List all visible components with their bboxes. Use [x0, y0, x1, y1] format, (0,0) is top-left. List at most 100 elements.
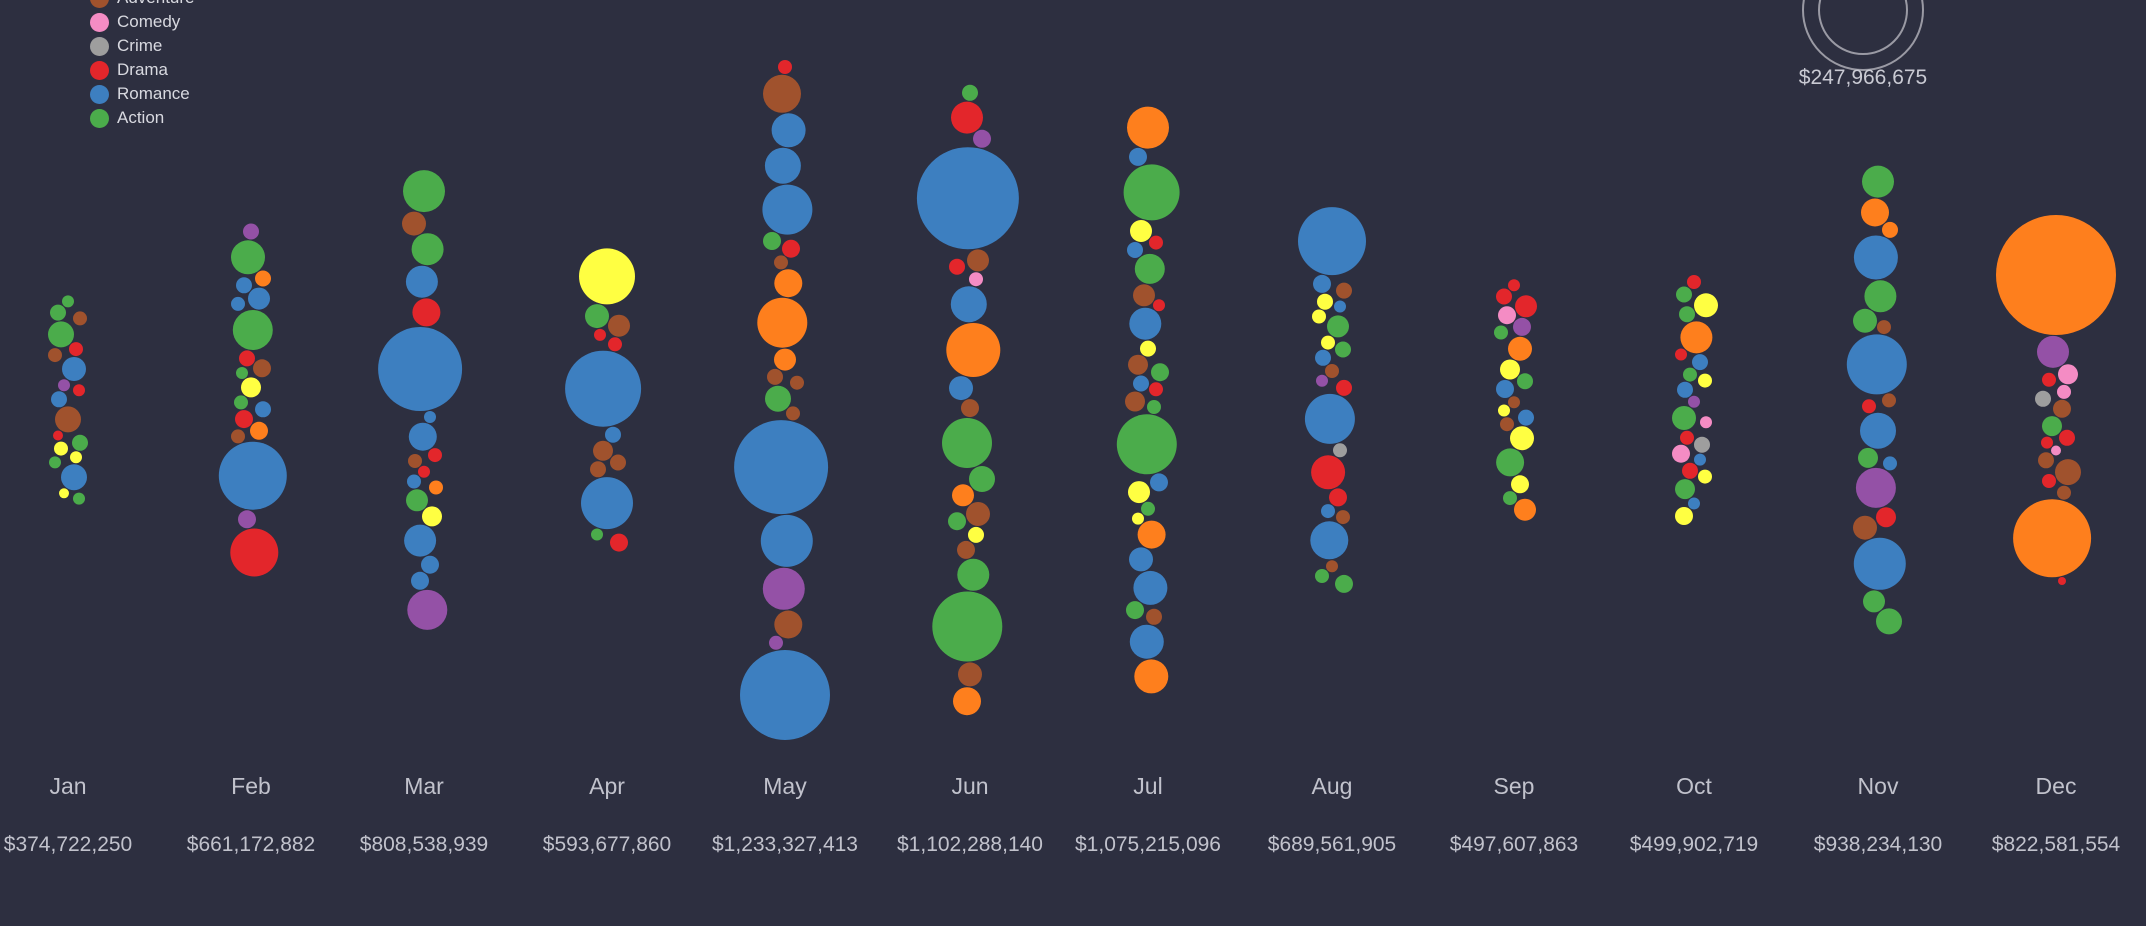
bubble-romance[interactable]: [1127, 242, 1143, 258]
bubble-fantasy[interactable]: [769, 635, 783, 650]
bubble-animation[interactable]: [757, 297, 808, 348]
bubble-adventure[interactable]: [1125, 391, 1145, 412]
bubble-adventure[interactable]: [402, 211, 426, 236]
bubble-adventure[interactable]: [1326, 560, 1338, 573]
bubble-romance[interactable]: [1677, 381, 1693, 398]
bubble-action[interactable]: [1517, 373, 1533, 390]
bubble-action[interactable]: [1679, 306, 1695, 323]
bubble-romance[interactable]: [1129, 147, 1147, 166]
bubble-action[interactable]: [62, 295, 74, 308]
bubble-adventure[interactable]: [767, 368, 783, 385]
bubble-thriller[interactable]: [422, 506, 442, 527]
bubble-romance[interactable]: [1129, 624, 1164, 659]
bubble-romance[interactable]: [764, 147, 801, 184]
bubble-action[interactable]: [1126, 601, 1144, 620]
bubble-thriller[interactable]: [1128, 481, 1150, 504]
bubble-action[interactable]: [72, 434, 88, 451]
bubble-fantasy[interactable]: [1513, 317, 1531, 336]
bubble-romance[interactable]: [1133, 570, 1168, 605]
bubble-romance[interactable]: [949, 376, 973, 401]
bubble-comedy[interactable]: [1498, 306, 1516, 325]
bubble-drama[interactable]: [2042, 474, 2056, 488]
bubble-thriller[interactable]: [1498, 404, 1510, 417]
bubble-romance[interactable]: [771, 113, 806, 148]
legend-item-romance[interactable]: Romance: [90, 82, 195, 106]
bubble-adventure[interactable]: [967, 249, 989, 272]
bubble-action[interactable]: [73, 492, 85, 505]
bubble-adventure[interactable]: [73, 311, 87, 326]
bubble-thriller[interactable]: [1510, 426, 1534, 451]
bubble-romance[interactable]: [565, 350, 642, 427]
bubble-action[interactable]: [1141, 501, 1155, 516]
bubble-romance[interactable]: [404, 524, 437, 557]
bubble-romance[interactable]: [1150, 473, 1168, 492]
bubble-adventure[interactable]: [253, 359, 271, 378]
bubble-fantasy[interactable]: [973, 129, 991, 148]
bubble-adventure[interactable]: [2053, 399, 2071, 418]
bubble-fantasy[interactable]: [1855, 467, 1896, 508]
bubble-animation[interactable]: [952, 484, 974, 507]
bubble-adventure[interactable]: [408, 454, 422, 468]
bubble-drama[interactable]: [778, 60, 792, 74]
bubble-romance[interactable]: [1846, 334, 1907, 395]
bubble-action[interactable]: [1134, 253, 1165, 284]
bubble-drama[interactable]: [2058, 577, 2066, 585]
bubble-romance[interactable]: [255, 401, 271, 418]
bubble-romance[interactable]: [408, 422, 437, 451]
bubble-action[interactable]: [49, 456, 61, 469]
bubble-adventure[interactable]: [961, 399, 979, 418]
bubble-action[interactable]: [1876, 608, 1902, 635]
bubble-drama[interactable]: [782, 239, 800, 258]
bubble-romance[interactable]: [1518, 409, 1534, 426]
bubble-adventure[interactable]: [1146, 608, 1162, 625]
bubble-romance[interactable]: [1853, 235, 1898, 280]
bubble-adventure[interactable]: [231, 429, 245, 444]
bubble-romance[interactable]: [740, 650, 830, 740]
bubble-adventure[interactable]: [610, 454, 626, 471]
bubble-fantasy[interactable]: [243, 223, 259, 240]
bubble-adventure[interactable]: [1325, 364, 1339, 378]
bubble-romance[interactable]: [424, 411, 436, 423]
bubble-adventure[interactable]: [786, 406, 800, 421]
bubble-drama[interactable]: [2059, 429, 2075, 446]
bubble-action[interactable]: [50, 304, 66, 321]
bubble-thriller[interactable]: [1321, 335, 1335, 350]
bubble-action[interactable]: [948, 512, 966, 531]
bubble-action[interactable]: [1676, 286, 1692, 303]
bubble-animation[interactable]: [774, 269, 803, 298]
bubble-adventure[interactable]: [966, 502, 990, 526]
bubble-comedy[interactable]: [1672, 444, 1690, 463]
bubble-fantasy[interactable]: [1316, 374, 1328, 387]
bubble-romance[interactable]: [1334, 300, 1346, 313]
bubble-drama[interactable]: [1149, 235, 1163, 250]
bubble-thriller[interactable]: [1511, 475, 1529, 494]
bubble-fantasy[interactable]: [1688, 395, 1700, 408]
bubble-animation[interactable]: [774, 348, 796, 371]
bubble-action[interactable]: [591, 528, 603, 541]
legend-item-crime[interactable]: Crime: [90, 34, 195, 58]
bubble-action[interactable]: [1683, 367, 1697, 382]
bubble-romance[interactable]: [1496, 380, 1514, 398]
bubble-romance[interactable]: [734, 420, 829, 515]
bubble-thriller[interactable]: [1675, 507, 1693, 525]
bubble-drama[interactable]: [73, 384, 85, 397]
bubble-thriller[interactable]: [968, 526, 984, 543]
bubble-action[interactable]: [942, 418, 992, 468]
bubble-drama[interactable]: [1311, 455, 1346, 490]
bubble-romance[interactable]: [1688, 497, 1700, 510]
bubble-action[interactable]: [1327, 315, 1349, 338]
bubble-comedy[interactable]: [969, 272, 983, 287]
bubble-adventure[interactable]: [763, 74, 801, 113]
bubble-action[interactable]: [1123, 164, 1180, 221]
bubble-romance[interactable]: [1129, 307, 1162, 340]
bubble-animation[interactable]: [1996, 215, 2116, 335]
bubble-thriller[interactable]: [1130, 220, 1152, 242]
bubble-drama[interactable]: [1687, 275, 1701, 289]
bubble-adventure[interactable]: [774, 610, 803, 639]
bubble-action[interactable]: [1675, 479, 1695, 500]
bubble-romance[interactable]: [1298, 207, 1366, 276]
bubble-action[interactable]: [1864, 280, 1897, 313]
bubble-adventure[interactable]: [608, 314, 630, 337]
bubble-action[interactable]: [1147, 400, 1161, 414]
bubble-crime[interactable]: [2035, 390, 2051, 407]
